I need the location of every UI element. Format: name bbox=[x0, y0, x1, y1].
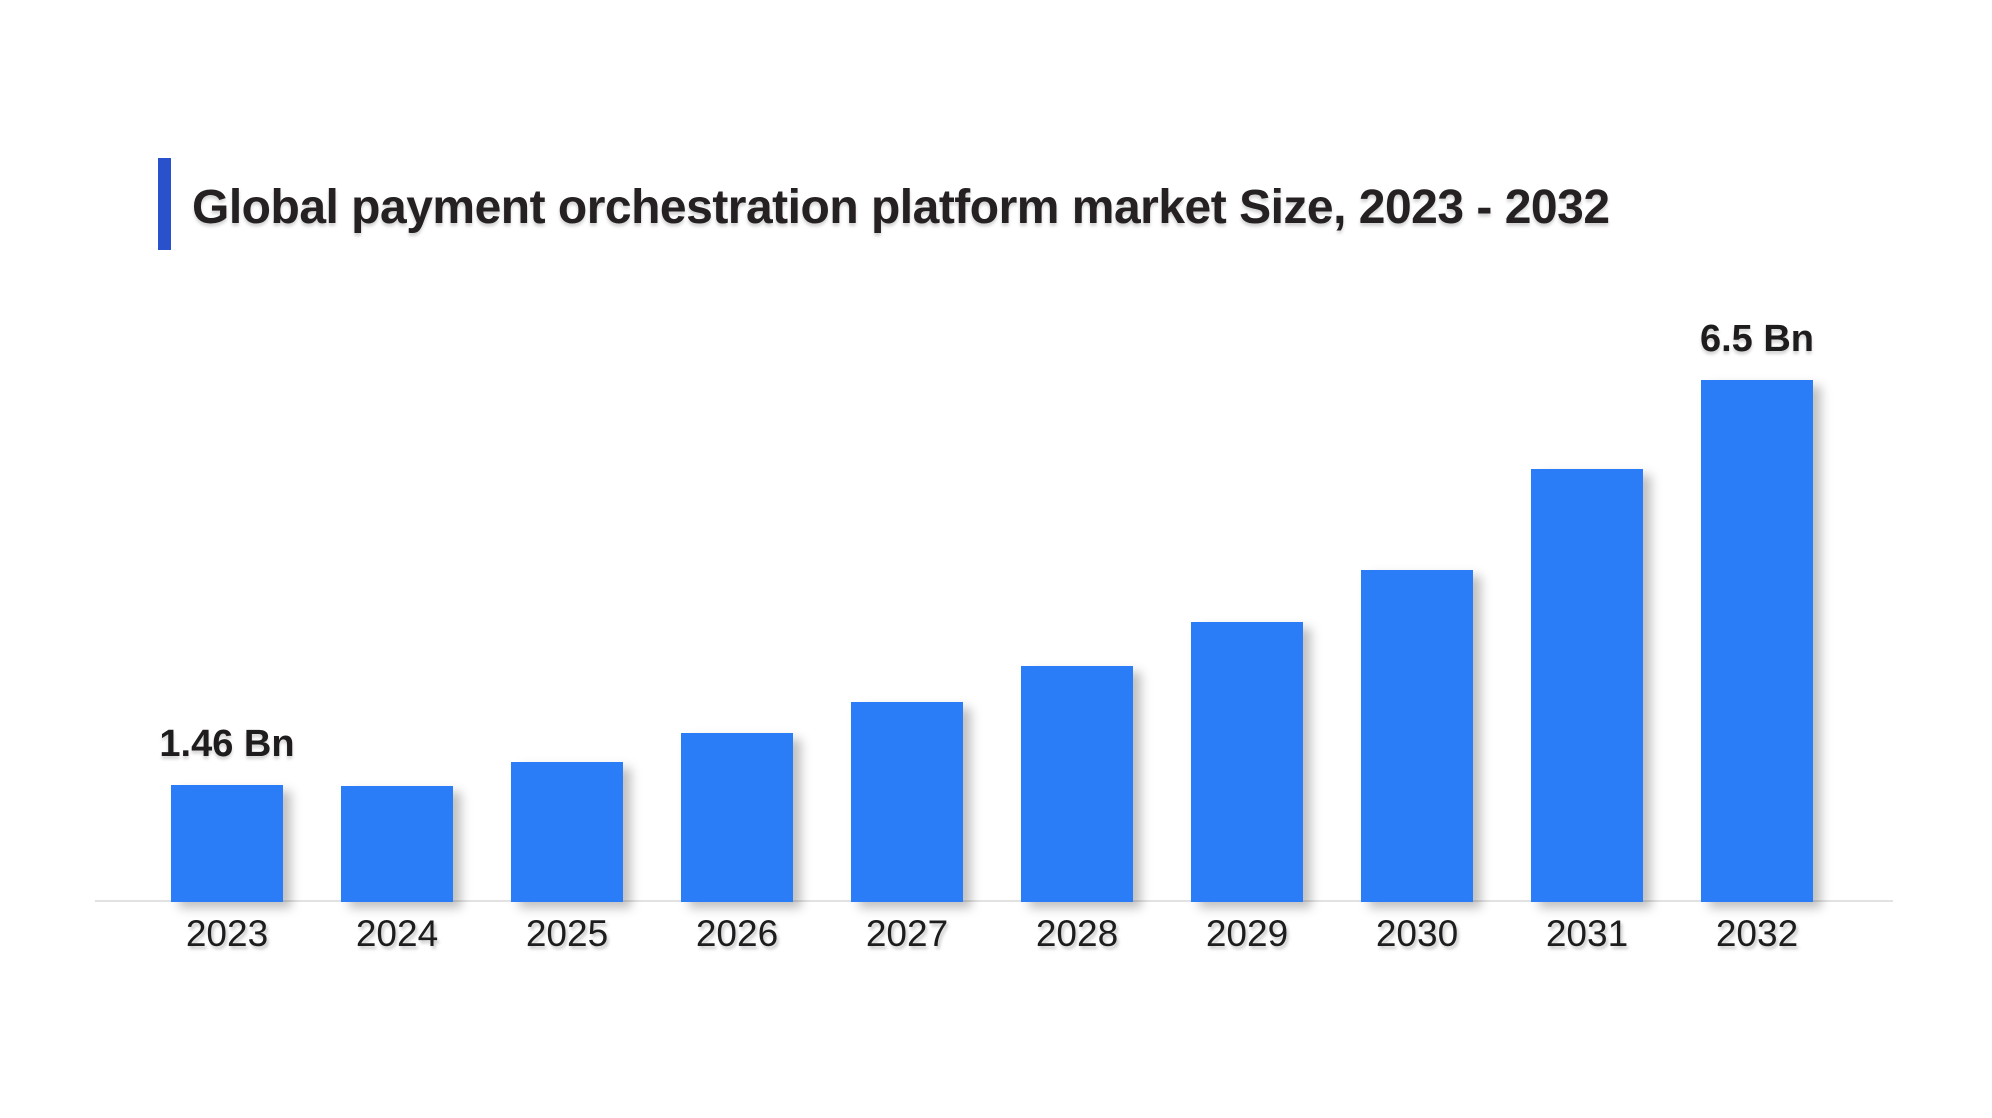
x-axis-label-2029: 2029 bbox=[1205, 913, 1289, 954]
chart-bar-2024 bbox=[341, 786, 453, 902]
chart-bar-2027 bbox=[851, 702, 963, 902]
x-axis-label-2031: 2031 bbox=[1545, 913, 1629, 954]
x-axis-label-2023: 2023 bbox=[185, 913, 269, 954]
title-accent-bar bbox=[158, 158, 171, 250]
x-axis-label-2026: 2026 bbox=[695, 913, 779, 954]
chart-bar-2026 bbox=[681, 733, 793, 902]
chart-bar-2025 bbox=[511, 762, 623, 902]
x-axis-label-2028: 2028 bbox=[1035, 913, 1119, 954]
value-label-2023: 1.46 Bn bbox=[159, 723, 295, 765]
value-label-2032: 6.5 Bn bbox=[1699, 318, 1815, 360]
x-axis-label-2024: 2024 bbox=[355, 913, 439, 954]
chart-bar-2030 bbox=[1361, 570, 1473, 902]
chart-title: Global payment orchestration platform ma… bbox=[192, 181, 1610, 234]
chart-bar-2028 bbox=[1021, 666, 1133, 902]
x-axis-line bbox=[95, 900, 1893, 902]
x-axis-label-2030: 2030 bbox=[1375, 913, 1459, 954]
x-axis-label-2025: 2025 bbox=[525, 913, 609, 954]
x-axis-label-2027: 2027 bbox=[865, 913, 949, 954]
chart-bar-2031 bbox=[1531, 469, 1643, 902]
chart-bar-2029 bbox=[1191, 622, 1303, 902]
x-axis-label-2032: 2032 bbox=[1715, 913, 1799, 954]
chart-bar-2032 bbox=[1701, 380, 1813, 902]
chart-bar-2023 bbox=[171, 785, 283, 902]
